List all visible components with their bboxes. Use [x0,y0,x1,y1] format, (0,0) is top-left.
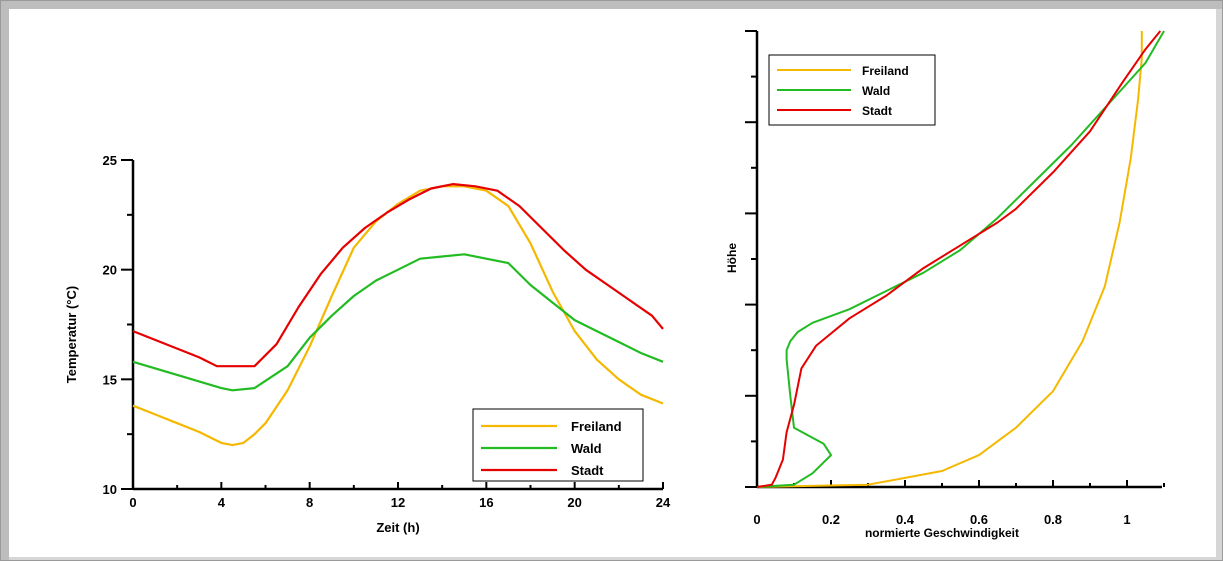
series-line-freiland [756,31,1143,488]
x-axis-title: Zeit (h) [376,520,419,535]
x-tick-label-0: 0 [753,512,760,527]
frame-shadow-right [1216,9,1222,560]
frame-shadow-bottom [9,557,1222,560]
y-tick-label-10: 10 [103,482,117,497]
legend-label-wald: Wald [862,84,890,98]
x-tick-label-0-2: 0.2 [822,512,840,527]
x-axis-title: normierte Geschwindigkeit [865,526,1019,540]
x-tick-label-0: 0 [129,495,136,510]
series-line-wald [756,30,1165,488]
y-axis-title: Höhe [725,243,739,273]
x-tick-label-12: 12 [391,495,405,510]
series-line-stadt [132,183,664,368]
legend-label-stadt: Stadt [571,463,604,478]
x-tick-label-24: 24 [656,495,671,510]
velocity-profile-chart: 0 0.2 0.4 0.6 0.8 1 normierte Geschwindigkeit H… [725,30,1165,540]
x-tick-label-16: 16 [479,495,493,510]
series-line-stadt [756,30,1162,488]
y-tick-label-25: 25 [103,153,117,168]
x-tick-label-0-6: 0.6 [970,512,988,527]
y-axis-title: Temperatur (°C) [64,286,79,383]
y-tick-label-20: 20 [103,263,117,278]
legend-label-freiland: Freiland [862,64,909,78]
y-tick-label-15: 15 [103,372,117,387]
x-tick-label-4: 4 [218,495,226,510]
x-tick-label-0-4: 0.4 [896,512,915,527]
legend-label-wald: Wald [571,441,602,456]
series-line-freiland [132,185,664,447]
x-tick-label-8: 8 [306,495,313,510]
x-tick-label-20: 20 [567,495,581,510]
x-tick-label-1: 1 [1123,512,1130,527]
legend-label-freiland: Freiland [571,419,622,434]
x-tick-label-0-8: 0.8 [1044,512,1062,527]
legend-label-stadt: Stadt [862,104,892,118]
temperature-chart: 0 4 8 12 16 20 24 10 15 20 25 Zeit (h) Temperatur (°… [64,153,671,535]
series-line-wald [132,253,664,392]
